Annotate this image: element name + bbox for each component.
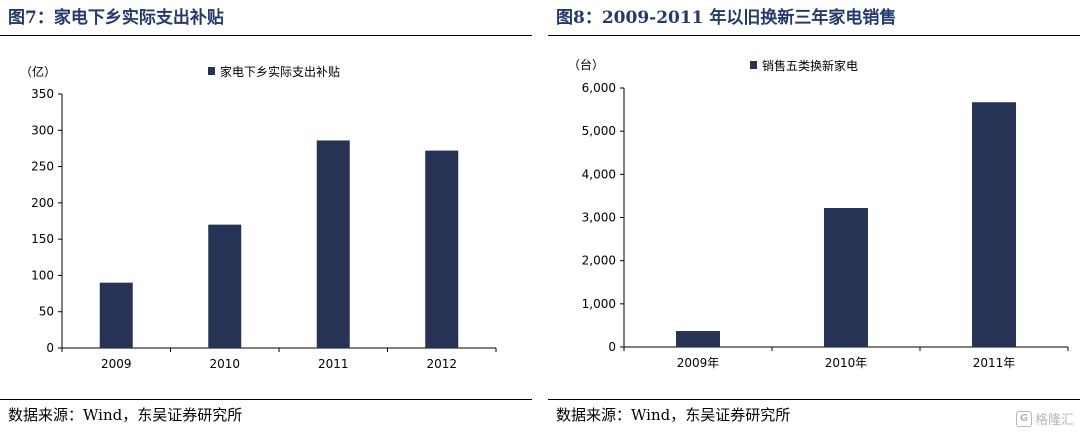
bar-2012 xyxy=(425,150,459,348)
x-tick-label: 2011年 xyxy=(973,356,1016,370)
figure-title: 图8：2009-2011 年以旧换新三年家电销售 xyxy=(556,8,897,28)
bar-2011 xyxy=(316,140,350,348)
y-tick-label: 100 xyxy=(31,268,54,282)
title-rule xyxy=(548,35,1080,36)
y-tick-label: 4,000 xyxy=(582,167,616,181)
x-tick-label: 2009 xyxy=(101,357,132,371)
watermark: G 格隆汇 xyxy=(1015,409,1074,428)
y-tick-label: 3,000 xyxy=(582,211,616,225)
x-tick-label: 2009年 xyxy=(677,356,720,370)
x-tick-label: 2012 xyxy=(426,357,457,371)
right-figure: 图8：2009-2011 年以旧换新三年家电销售 （台） 销售五类换新家电 0 1,0… xyxy=(548,0,1080,436)
y-tick-label: 200 xyxy=(31,196,54,210)
x-tick-label: 2011 xyxy=(318,357,349,371)
bar-2009年 xyxy=(676,331,720,347)
y-tick-label: 6,000 xyxy=(582,81,616,95)
y-tick-label: 300 xyxy=(31,123,54,137)
source-rule xyxy=(0,399,532,400)
y-tick-label: 350 xyxy=(31,87,54,101)
figure-title: 图7：家电下乡实际支出补贴 xyxy=(8,8,224,28)
subsidy-bar-chart: （亿） 家电下乡实际支出补贴 0 50 100 150 200 250 300 350 2009 20… xyxy=(20,64,497,371)
x-tick-label: 2010年 xyxy=(825,356,868,370)
y-tick-label: 5,000 xyxy=(582,124,616,138)
bar-2011年 xyxy=(972,102,1016,348)
legend-label: 家电下乡实际支出补贴 xyxy=(220,64,340,79)
bar-2010年 xyxy=(824,208,868,347)
legend-swatch xyxy=(750,61,757,69)
title-rule xyxy=(0,35,532,36)
source-note: 数据来源：Wind，东吴证券研究所 xyxy=(556,406,791,424)
y-tick-label: 2,000 xyxy=(582,254,616,268)
source-note: 数据来源：Wind，东吴证券研究所 xyxy=(8,406,243,424)
bar-2009 xyxy=(99,282,133,348)
watermark-text: 格隆汇 xyxy=(1034,413,1074,428)
legend-label: 销售五类换新家电 xyxy=(762,58,858,73)
watermark-logo-icon: G xyxy=(1015,410,1032,427)
unit-label: （亿） xyxy=(20,64,56,79)
legend-swatch xyxy=(208,67,215,75)
y-tick-label: 0 xyxy=(46,341,54,355)
y-tick-label: 250 xyxy=(31,160,54,174)
x-tick-label: 2010 xyxy=(209,357,240,371)
y-tick-label: 0 xyxy=(608,340,616,354)
unit-label: （台） xyxy=(568,57,604,72)
y-tick-label: 150 xyxy=(31,232,54,246)
y-tick-label: 1,000 xyxy=(582,297,616,311)
left-figure: 图7：家电下乡实际支出补贴 （亿） 家电下乡实际支出补贴 0 50 100 150 200 2… xyxy=(0,0,532,436)
sales-bar-chart: （台） 销售五类换新家电 0 1,000 2,000 3,000 4,000 5,000 6,0… xyxy=(568,57,1069,370)
bar-2010 xyxy=(208,224,242,348)
source-rule xyxy=(548,399,1080,400)
y-tick-label: 50 xyxy=(39,305,54,319)
